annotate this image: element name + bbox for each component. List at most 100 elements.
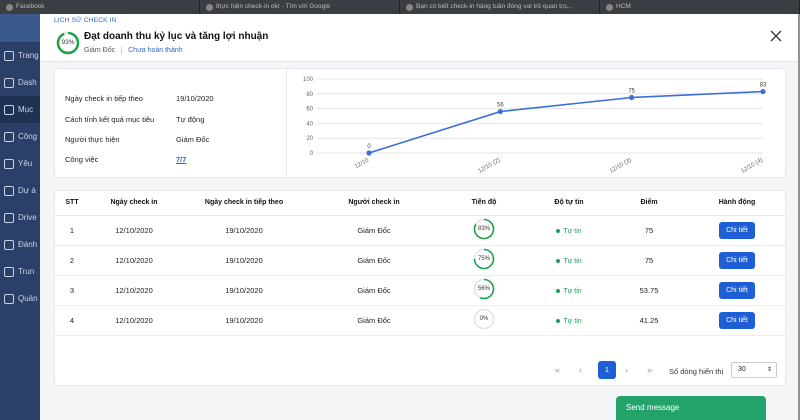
next-page-icon[interactable]: › [625, 365, 628, 375]
owner-label: Giám Đốc [84, 47, 116, 54]
progress-ring: 83% [473, 218, 495, 240]
detail-button[interactable]: Chi tiết [719, 251, 755, 269]
sidebar-logo [0, 14, 40, 42]
col-header: Ngày check in tiếp theo [179, 191, 309, 216]
detail-button[interactable]: Chi tiết [719, 221, 755, 239]
cell-action: Chi tiết [689, 275, 785, 306]
request-icon [4, 158, 14, 169]
cell-action: Chi tiết [689, 215, 785, 246]
cell-next-date: 19/10/2020 [179, 305, 309, 336]
sidebar-item[interactable]: Trang [0, 42, 40, 69]
sidebar-item[interactable]: Dự á [0, 177, 40, 204]
info-label: Ngày check in tiếp theo [65, 94, 143, 103]
y-tick-label: 40 [306, 121, 313, 127]
progress-ring: 0% [473, 308, 495, 330]
cell-stt: 3 [55, 275, 89, 306]
send-message-button[interactable]: Send message [616, 396, 766, 420]
progress-line-chart: 0 20 40 60 80 100 0 12/10 56 12/10 (2) 75 12/10 (3)… [303, 77, 767, 175]
cell-score: 75 [609, 215, 689, 246]
cell-next-date: 19/10/2020 [179, 215, 309, 246]
col-header: Tiến độ [439, 191, 529, 216]
series-line [368, 90, 764, 154]
cell-checker: Giám Đốc [309, 215, 439, 246]
breadcrumb: LỊCH SỬ CHECK IN [54, 17, 117, 24]
sidebar-item[interactable]: Yêu [0, 150, 40, 177]
sidebar-item[interactable]: Quản [0, 285, 40, 312]
table-row: 4 12/10/2020 19/10/2020 Giám Đốc 0% Tự t… [55, 305, 785, 336]
browser-tab[interactable]: Facebook [0, 0, 200, 14]
browser-tab[interactable]: Bạn có biết check-in hàng tuần đóng vai … [400, 0, 600, 14]
detail-button[interactable]: Chi tiết [719, 311, 755, 329]
progress-chart-card: 0 20 40 60 80 100 0 12/10 56 12/10 (2) 75 12/10 (3)… [286, 68, 786, 178]
checkin-table-card: STT Ngày check in Ngày check in tiếp the… [54, 190, 786, 386]
x-tick-label: 12/10 (4) [740, 158, 764, 175]
page-title: Đạt doanh thu kỷ lục và tăng lợi nhuận [84, 31, 269, 42]
first-page-icon[interactable]: « [555, 365, 561, 375]
col-header: STT [55, 191, 89, 216]
sidebar-item-active[interactable]: Mục [0, 96, 40, 123]
target-icon [4, 104, 14, 115]
col-header: Độ tự tin [529, 191, 609, 216]
info-value: Tự động [176, 115, 205, 124]
rows-per-page-label: Số dòng hiển thị [669, 367, 724, 376]
info-label: Công việc [65, 155, 99, 164]
cell-action: Chi tiết [689, 245, 785, 276]
table-row: 3 12/10/2020 19/10/2020 Giám Đốc 56% Tự … [55, 275, 785, 306]
prev-page-icon[interactable]: ‹ [579, 365, 582, 375]
task-icon [4, 131, 14, 142]
last-page-icon[interactable]: » [647, 365, 653, 375]
table-row: 1 12/10/2020 19/10/2020 Giám Đốc 83% Tự … [55, 215, 785, 246]
cell-confidence: Tự tin [529, 245, 609, 276]
cell-progress: 83% [439, 215, 529, 246]
page-current[interactable]: 1 [598, 361, 616, 379]
cell-score: 75 [609, 245, 689, 276]
y-tick-label: 60 [306, 107, 313, 113]
detail-button[interactable]: Chi tiết [719, 281, 755, 299]
cell-stt: 4 [55, 305, 89, 336]
cell-date: 12/10/2020 [89, 245, 179, 276]
sidebar-item[interactable]: Drive [0, 204, 40, 231]
header-subline: Giám Đốc Chưa hoàn thành [84, 47, 183, 54]
checkin-history-modal: LỊCH SỬ CHECK IN 93% Đạt doanh thu kỷ lụ… [40, 14, 798, 420]
cell-stt: 2 [55, 245, 89, 276]
cell-next-date: 19/10/2020 [179, 245, 309, 276]
cell-date: 12/10/2020 [89, 275, 179, 306]
x-tick-label: 12/10 (3) [609, 158, 633, 175]
sidebar-item[interactable]: Trun [0, 258, 40, 285]
gear-icon [4, 293, 14, 304]
data-label: 83 [760, 83, 767, 89]
confidence-badge: Tự tin [556, 228, 581, 235]
status-badge: Chưa hoàn thành [121, 47, 183, 54]
info-label: Cách tính kết quả mục tiêu [65, 115, 155, 124]
browser-tab[interactable]: thực hiện check-in okr - Tìm với Google [200, 0, 400, 14]
cell-checker: Giám Đốc [309, 305, 439, 336]
progress-ring: 56% [473, 278, 495, 300]
col-header: Người check in [309, 191, 439, 216]
col-header: Ngày check in [89, 191, 179, 216]
rows-per-page-select[interactable]: 30 ⇕ [731, 362, 777, 378]
close-icon[interactable] [770, 30, 782, 42]
info-value: Giám Đốc [176, 135, 210, 144]
sidebar-item[interactable]: Dash [0, 69, 40, 96]
info-row: Ngày check in tiếp theo 19/10/2020 [65, 94, 214, 103]
data-label: 56 [497, 103, 504, 109]
favicon-icon [206, 3, 213, 11]
tasks-link[interactable]: 7/7 [176, 155, 187, 164]
info-value: 19/10/2020 [176, 94, 214, 103]
cell-score: 41.25 [609, 305, 689, 336]
confidence-badge: Tự tin [556, 258, 581, 265]
checkin-table: STT Ngày check in Ngày check in tiếp the… [55, 191, 785, 336]
info-row: Người thực hiện Giám Đốc [65, 135, 209, 144]
cell-progress: 0% [439, 305, 529, 336]
x-tick-label: 12/10 [354, 157, 371, 170]
browser-tabbar: Facebook thực hiện check-in okr - Tìm vớ… [0, 0, 800, 14]
progress-ring: 93% [56, 31, 80, 55]
info-row: Công việc 7/7 [65, 155, 186, 164]
sidebar: Trang Dash Mục Công Yêu Dự á Drive Đánh … [0, 14, 40, 420]
y-tick-label: 20 [306, 136, 313, 142]
cell-next-date: 19/10/2020 [179, 275, 309, 306]
browser-tab[interactable]: HCM [600, 0, 800, 14]
sidebar-item[interactable]: Công [0, 123, 40, 150]
sidebar-item[interactable]: Đánh [0, 231, 40, 258]
data-point [366, 150, 372, 156]
